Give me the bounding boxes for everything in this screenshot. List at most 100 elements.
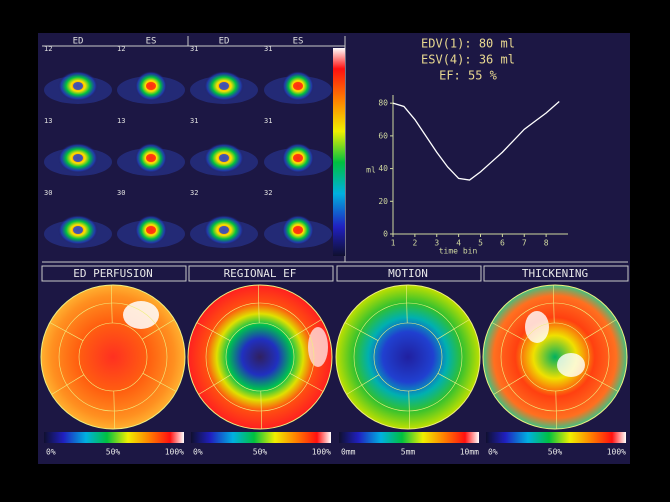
y-tick-label: 80 <box>378 99 388 108</box>
stat: ESV(4): 36 ml <box>421 53 515 67</box>
map-title: MOTION <box>388 267 428 280</box>
segment-ring <box>205 302 315 412</box>
slice-cavity <box>146 154 156 162</box>
segment-line <box>198 374 232 395</box>
slice-number: 12 <box>117 45 125 53</box>
slice-number: 31 <box>264 45 272 53</box>
segment-line <box>142 373 177 392</box>
segment-line <box>408 390 410 429</box>
column-header: ED <box>219 37 230 47</box>
column-header: ES <box>293 37 304 47</box>
scale-label: 0mm <box>341 448 356 457</box>
volume-line <box>392 101 560 181</box>
slice-cavity <box>73 154 83 162</box>
scale-bar <box>191 432 331 443</box>
title-bar <box>41 265 187 282</box>
x-axis-label: time bin <box>439 247 478 256</box>
title-bar <box>483 265 629 282</box>
polar-map <box>482 284 628 430</box>
title-bar <box>336 265 482 282</box>
segment-line <box>49 322 84 341</box>
x-tick-label: 1 <box>391 239 396 248</box>
title-bar <box>188 265 334 282</box>
slice-number: 12 <box>44 45 52 53</box>
scale-label: 0% <box>488 448 498 457</box>
x-tick-label: 4 <box>456 239 461 248</box>
slice-cavity <box>293 226 303 234</box>
slice-cavity <box>219 154 229 162</box>
segment-ring <box>500 302 610 412</box>
segment-ring <box>520 322 590 392</box>
polar-map <box>335 284 481 430</box>
slice-number: 30 <box>44 189 52 197</box>
volume-chart: ml time bin 0 20 40 60 80 1 2 3 4 5 6 7 8 <box>366 95 568 256</box>
stat: EF: 55 % <box>439 69 498 83</box>
polar-map <box>40 284 186 430</box>
map-title: THICKENING <box>522 267 588 280</box>
scale-bar <box>339 432 479 443</box>
segment-line <box>111 285 113 324</box>
polar-map <box>187 284 333 430</box>
color-bar <box>333 48 345 256</box>
scale-label: 5mm <box>401 448 416 457</box>
x-tick-label: 7 <box>522 239 527 248</box>
map-title: ED PERFUSION <box>73 267 152 280</box>
hot-spot <box>525 311 549 343</box>
x-tick-label: 6 <box>500 239 505 248</box>
column-header: ED <box>73 37 84 47</box>
segment-line <box>141 319 175 340</box>
segment-line <box>584 373 619 392</box>
segment-line <box>344 322 379 341</box>
segment-line <box>493 374 527 395</box>
scale-label: 100% <box>312 448 331 457</box>
polar-maps: ED PERFUSION 0% 50% 100% REGIONAL EF 0% 50% 100… <box>40 265 629 457</box>
segment-line <box>436 319 470 340</box>
y-tick-label: 40 <box>378 164 388 173</box>
map-title: REGIONAL EF <box>224 267 297 280</box>
slice-cavity <box>219 226 229 234</box>
segment-line <box>583 319 617 340</box>
slice-cavity <box>73 82 83 90</box>
slice-number: 32 <box>190 189 198 197</box>
hot-spot <box>557 353 585 377</box>
slice-cavity <box>293 154 303 162</box>
hot-spot <box>308 327 328 367</box>
x-tick-label: 5 <box>478 239 483 248</box>
x-tick-label: 2 <box>412 239 417 248</box>
segment-ring <box>373 322 443 392</box>
segment-line <box>491 322 526 341</box>
x-tick-label: 3 <box>434 239 439 248</box>
segment-ring <box>78 322 148 392</box>
hot-spot <box>123 301 159 329</box>
segment-line <box>260 390 262 429</box>
scale-label: 100% <box>607 448 626 457</box>
y-tick-label: 20 <box>378 197 388 206</box>
slice-number: 31 <box>264 117 272 125</box>
scale-label: 0% <box>193 448 203 457</box>
scale-label: 0% <box>46 448 56 457</box>
scale-label: 10mm <box>460 448 479 457</box>
segment-ring <box>225 322 295 392</box>
y-tick-label: 0 <box>383 230 388 239</box>
segment-line <box>406 285 408 324</box>
segment-line <box>437 373 472 392</box>
slice-number: 13 <box>44 117 52 125</box>
slice-cavity <box>146 82 156 90</box>
segment-line <box>113 390 115 429</box>
segment-line <box>51 374 85 395</box>
scale-bar <box>44 432 184 443</box>
segment-ring <box>58 302 168 412</box>
y-axis-label: ml <box>366 166 376 175</box>
segment-line <box>258 285 260 324</box>
slice-number: 32 <box>264 189 272 197</box>
y-tick-label: 60 <box>378 131 388 140</box>
scale-label: 50% <box>106 448 121 457</box>
segment-ring <box>353 302 463 412</box>
slice-cavity <box>73 226 83 234</box>
slice-cavity <box>293 82 303 90</box>
column-header: ES <box>146 37 157 47</box>
slice-number: 31 <box>190 117 198 125</box>
slice-cavity <box>219 82 229 90</box>
